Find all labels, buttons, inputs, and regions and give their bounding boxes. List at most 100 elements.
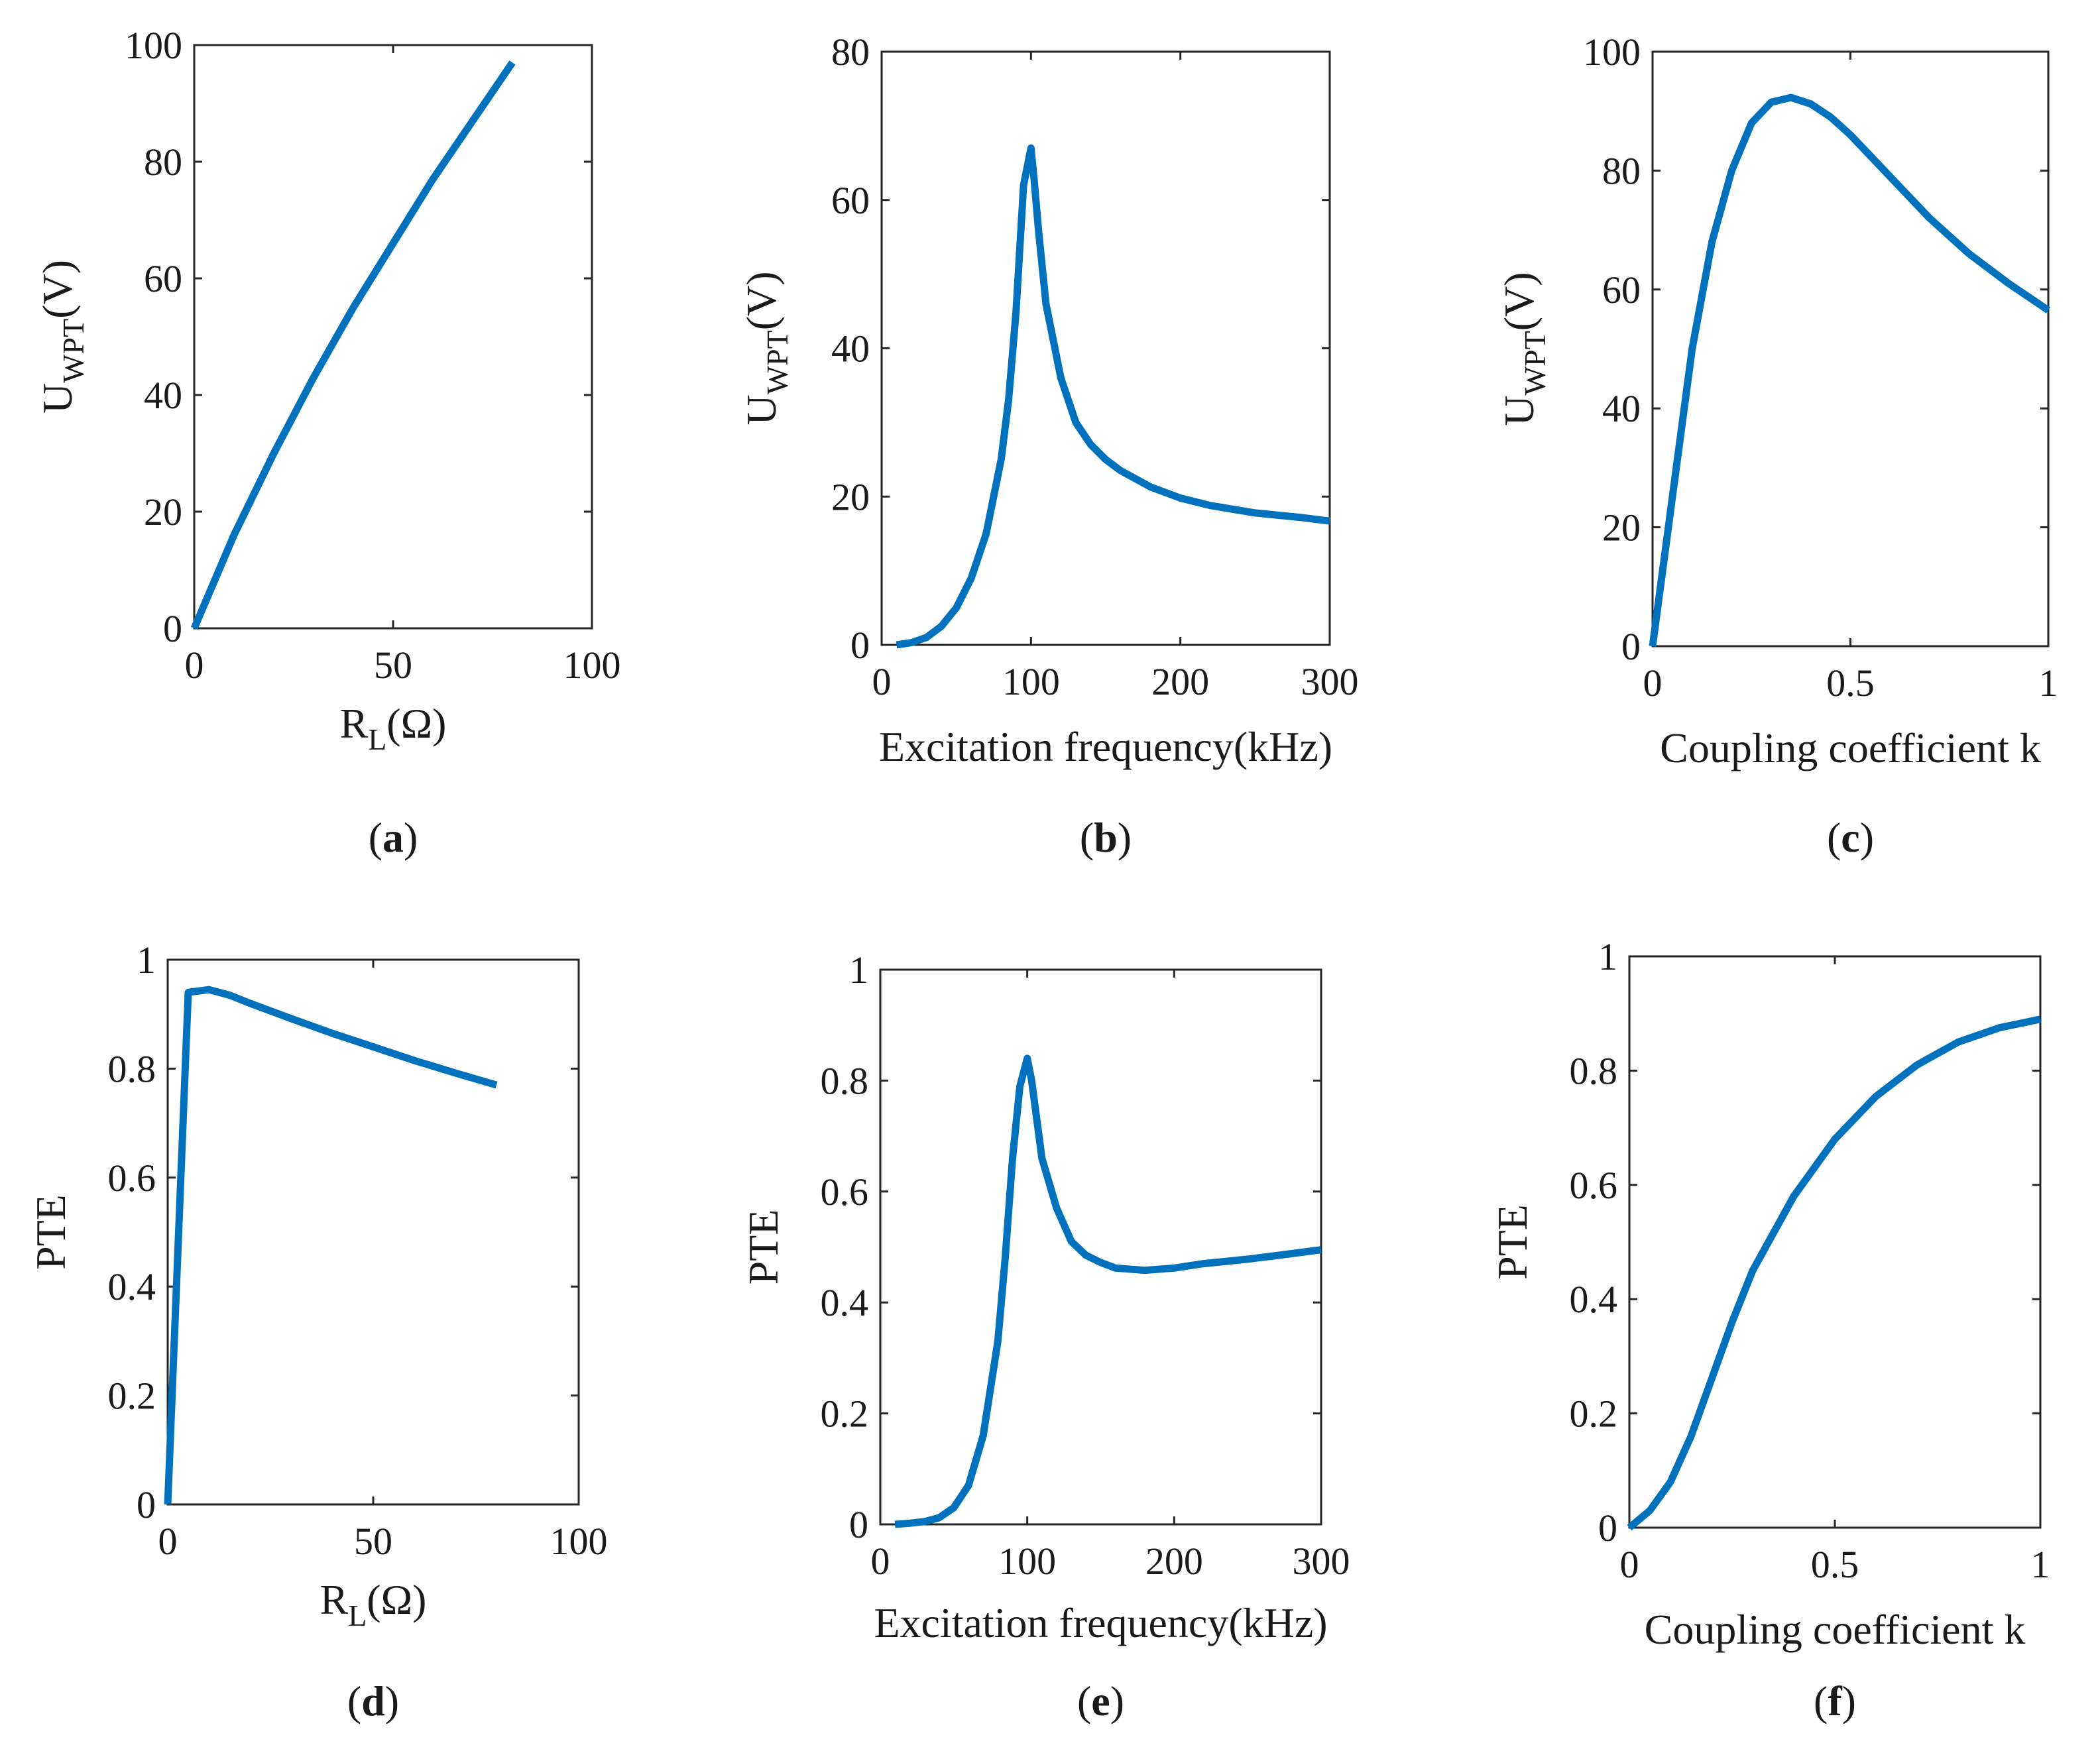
y-tick-label: 0.2 [1570, 1392, 1618, 1436]
y-tick-label: 100 [125, 24, 182, 67]
panel-label: (b) [1080, 814, 1132, 861]
y-tick-label: 0.6 [1570, 1164, 1618, 1207]
x-tick-label: 300 [1301, 660, 1359, 703]
y-tick-label: 60 [144, 257, 182, 300]
panel-label: (e) [1077, 1677, 1124, 1725]
x-axis-label-main: R [340, 700, 369, 747]
panel-label-letter: d [361, 1677, 385, 1725]
x-tick-label: 1 [2031, 1543, 2050, 1586]
x-tick-label: 0 [1620, 1543, 1639, 1586]
x-tick-label: 100 [998, 1540, 1056, 1583]
panel-label-letter: b [1094, 814, 1118, 861]
panel-label-open: ( [1827, 814, 1841, 861]
x-tick-label: 0 [872, 660, 892, 703]
y-axis-label-rest: (V) [34, 260, 81, 319]
y-tick-label: 0 [849, 1503, 868, 1546]
y-tick-label: 0.8 [1570, 1049, 1618, 1092]
x-tick-label: 200 [1145, 1540, 1203, 1583]
panel-label: (f) [1814, 1677, 1856, 1725]
y-axis-label-main: U [738, 394, 785, 425]
y-axis-label: PTE [27, 1194, 74, 1270]
y-axis-label-rest: (V) [1495, 272, 1543, 331]
y-tick-label: 40 [144, 374, 182, 417]
y-tick-label: 1 [137, 938, 156, 982]
x-tick-label: 0.5 [1826, 661, 1875, 705]
series-line [1627, 1015, 2042, 1531]
y-tick-label: 0 [163, 607, 182, 650]
panel-label-letter: f [1828, 1677, 1842, 1725]
panel-label-close: ) [404, 814, 418, 861]
y-axis-label-main: U [34, 383, 81, 414]
y-axis-label: PTE [1489, 1204, 1536, 1280]
chart-panel-a: 0 50 100 0 20 40 60 80 100 RL(Ω) UWPT(V) (a) [34, 24, 621, 861]
y-tick-label: 0.4 [108, 1265, 156, 1308]
y-tick-label: 0.2 [821, 1392, 869, 1436]
y-axis-label-main: PTE [1489, 1204, 1536, 1280]
plot-frame [166, 958, 580, 1506]
plot-frame [880, 50, 1331, 646]
x-tick-label: 1 [2039, 661, 2058, 705]
x-axis-label-rest: (Ω) [386, 700, 446, 747]
y-tick-label: 0.6 [108, 1157, 156, 1200]
x-axis-label-main: Coupling coefficient k [1660, 724, 2041, 771]
panel-label-letter: a [382, 814, 404, 861]
x-tick-label: 100 [550, 1520, 608, 1563]
y-tick-label: 60 [1602, 268, 1641, 311]
x-tick-label: 0 [185, 644, 204, 687]
panel-label-open: ( [347, 1677, 361, 1725]
panel-label-close: ) [1118, 814, 1132, 861]
panel-label-close: ) [1842, 1677, 1856, 1725]
x-axis-label-sub: L [348, 1599, 367, 1632]
y-tick-label: 80 [144, 141, 182, 184]
plot-frame [193, 44, 593, 630]
x-axis-label-rest: (Ω) [367, 1576, 426, 1623]
plot-frame [879, 968, 1322, 1526]
panel-label-close: ) [385, 1677, 399, 1725]
x-tick-label: 0 [1643, 661, 1662, 705]
panel-label-open: ( [1080, 814, 1094, 861]
series-line [896, 144, 1330, 649]
panel-label-close: ) [1860, 814, 1874, 861]
x-tick-label: 0.5 [1811, 1543, 1859, 1586]
y-tick-label: 1 [849, 948, 868, 991]
x-axis-label: Excitation frequency(kHz) [879, 723, 1332, 770]
x-tick-label: 300 [1293, 1540, 1350, 1583]
chart-panel-d: 0 50 100 0 0.2 0.4 0.6 0.8 1 RL(Ω) PTE (d) [27, 938, 608, 1725]
series-line [190, 60, 516, 630]
x-axis-label-sub: L [368, 722, 386, 756]
chart-panel-e: 0 100 200 300 0 0.2 0.4 0.6 0.8 1 Excitation frequ… [740, 948, 1350, 1725]
x-tick-label: 100 [563, 644, 621, 687]
y-axis-label: UWPT(V) [738, 271, 794, 425]
chart-panel-b: 0 100 200 300 0 20 40 60 80 Excitation frequency(… [738, 30, 1359, 861]
y-axis-label-sub: WPT [1518, 331, 1552, 395]
y-tick-label: 20 [831, 475, 870, 518]
series-line [1649, 93, 2051, 647]
panel-label-close: ) [1110, 1677, 1124, 1725]
x-axis-label: RL(Ω) [320, 1576, 427, 1632]
y-tick-label: 0 [1598, 1506, 1617, 1550]
chart-panel-c: 0 0.5 1 0 20 40 60 80 100 Coupling coefficient k U… [1495, 30, 2058, 861]
y-tick-label: 0.6 [821, 1170, 869, 1214]
y-axis-label-rest: (V) [738, 271, 785, 330]
x-axis-label-main: Coupling coefficient k [1645, 1606, 2026, 1653]
panel-label-letter: e [1091, 1677, 1110, 1725]
y-tick-label: 20 [1602, 506, 1641, 549]
plot-frame [1651, 50, 2050, 648]
panel-label-open: ( [369, 814, 382, 861]
x-tick-label: 50 [374, 644, 412, 687]
x-tick-label: 200 [1151, 660, 1209, 703]
y-axis-label-main: PTE [27, 1194, 74, 1270]
y-axis-label: UWPT(V) [34, 260, 90, 414]
y-tick-label: 0.2 [108, 1375, 156, 1418]
x-axis-label: Coupling coefficient k [1660, 724, 2041, 771]
series-line [164, 986, 498, 1505]
y-tick-label: 0.8 [108, 1047, 156, 1090]
x-tick-label: 0 [158, 1520, 178, 1563]
panel-label-open: ( [1814, 1677, 1828, 1725]
panel-label-letter: c [1841, 814, 1859, 861]
y-axis-label: PTE [740, 1210, 787, 1285]
x-axis-label-main: R [320, 1576, 349, 1623]
x-axis-label-main: Excitation frequency(kHz) [879, 723, 1332, 770]
